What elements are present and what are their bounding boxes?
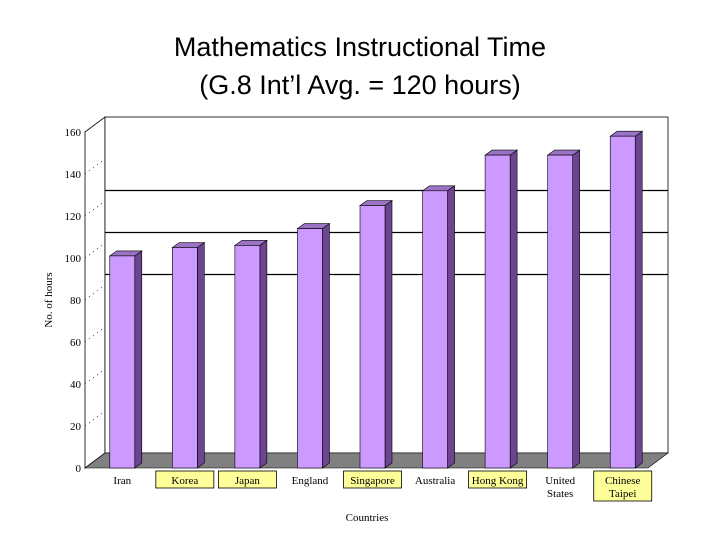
bar-side: [384, 199, 393, 469]
category-label-text: Korea: [171, 475, 198, 487]
y-tick-label: 80: [70, 295, 82, 307]
category-label-text: Hong Kong: [472, 475, 524, 487]
bar-front: [422, 190, 448, 469]
bar: [233, 239, 268, 469]
category-highlight: [468, 470, 528, 489]
bar: [546, 149, 581, 469]
category-label-text: States: [547, 488, 573, 500]
category-highlight: [217, 470, 277, 489]
category-highlight: [343, 470, 402, 489]
chart-title-line-2: (G.8 Int’l Avg. = 120 hours): [199, 70, 521, 100]
bar: [421, 185, 456, 469]
grid-stub: [84, 242, 106, 259]
bar-front: [547, 154, 573, 469]
y-tick-label: 0: [76, 463, 82, 475]
y-tick-label: 100: [65, 253, 82, 265]
bar: [171, 241, 206, 469]
grid-stub: [84, 410, 106, 427]
bar-side: [447, 185, 455, 469]
bar: [484, 149, 519, 469]
grid-stub: [84, 158, 106, 175]
bar-side: [634, 130, 643, 469]
bar: [108, 250, 143, 469]
y-axis-ticks: 0 20 40 60 80 100 120 140 160: [65, 127, 82, 475]
bar: [296, 223, 331, 469]
category-label-text: England: [292, 475, 329, 487]
grid-stub: [84, 116, 106, 133]
y-axis-title: No. of hours: [43, 272, 55, 327]
bar-side: [509, 149, 518, 469]
bar-front: [109, 255, 136, 469]
bar-side: [259, 239, 268, 469]
bar-front: [172, 247, 198, 469]
y-tick-label: 160: [65, 127, 82, 139]
category-label: Australia: [415, 475, 455, 487]
category-label: Japan: [217, 470, 277, 489]
category-label: Iran: [113, 475, 131, 487]
category-label-text: United: [545, 475, 575, 487]
grid-stub: [84, 368, 106, 385]
bar-front: [234, 245, 261, 469]
grid-stub: [84, 200, 106, 217]
bar: [609, 130, 644, 469]
category-label: England: [292, 475, 329, 487]
grid-stub: [84, 326, 106, 343]
bar-front: [609, 135, 636, 469]
category-label: Hong Kong: [468, 470, 528, 489]
bar: [359, 199, 393, 469]
bar-side: [322, 223, 330, 469]
category-label-text: Iran: [113, 475, 131, 487]
y-tick-label: 120: [65, 211, 82, 223]
bar-side: [134, 250, 143, 469]
category-label-text: Japan: [235, 475, 261, 487]
bar-series: [108, 130, 644, 469]
y-tick-label: 140: [65, 169, 82, 181]
y-tick-label: 60: [70, 337, 82, 349]
category-label: Korea: [155, 470, 215, 489]
category-label: Singapore: [343, 470, 402, 489]
y-tick-label: 20: [70, 421, 82, 433]
x-axis-title: Countries: [346, 512, 389, 524]
bar-side: [197, 241, 205, 469]
x-axis-categories: Iran Korea Japan England Singapore Australia H…: [113, 470, 653, 502]
grid-stub: [84, 284, 106, 301]
category-highlight: [155, 470, 215, 489]
category-label-text: Taipei: [609, 488, 636, 500]
bar-side: [572, 149, 580, 469]
bar-front: [297, 228, 323, 469]
category-highlight: [593, 470, 653, 502]
chart-title-line-1: Mathematics Instructional Time: [173, 32, 547, 62]
category-label-text: Australia: [415, 475, 455, 487]
bar-front: [484, 154, 511, 469]
bar-front: [359, 205, 386, 469]
side-wall: [84, 116, 106, 469]
y-tick-label: 40: [70, 379, 82, 391]
category-label-text: Chinese: [605, 475, 641, 487]
category-label-text: Singapore: [350, 475, 395, 487]
